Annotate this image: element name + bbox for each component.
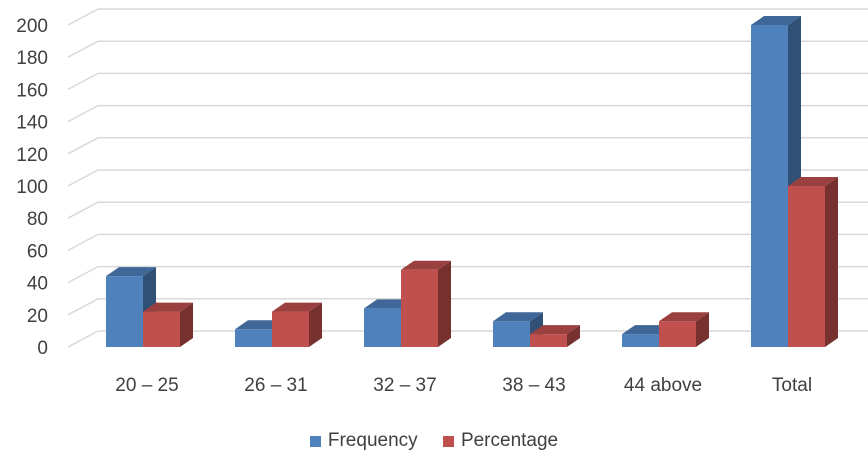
- legend-swatch-percentage: [442, 435, 454, 447]
- bar-percentage-side: [696, 312, 709, 347]
- bar-percentage-side: [825, 177, 838, 347]
- x-tick-label: 38 – 43: [502, 375, 565, 396]
- bar-percentage-top: [788, 177, 838, 186]
- bar-percentage-side: [180, 302, 193, 347]
- legend-label-percentage: Percentage: [460, 430, 559, 451]
- x-axis-tick-labels: 20 – 25 26 – 31 32 – 37 38 – 43 44 above Tota…: [115, 375, 812, 396]
- gridline-depth: [67, 298, 99, 316]
- bar-frequency-front: [364, 308, 401, 347]
- legend-item-frequency: Frequency: [309, 430, 418, 452]
- y-tick-label: 140: [16, 113, 48, 134]
- bar-percentage-front: [401, 269, 438, 347]
- gridline-depth: [67, 137, 99, 155]
- y-tick-label: 200: [16, 16, 48, 37]
- y-tick-label: 60: [27, 241, 48, 262]
- gridline-depth: [67, 330, 99, 348]
- gridline-depth: [67, 40, 99, 58]
- bar-frequency-front: [493, 321, 530, 347]
- bar-percentage-front: [788, 186, 825, 347]
- gridline-depth: [67, 104, 99, 123]
- x-tick-label: 20 – 25: [115, 375, 178, 396]
- bar-frequency-front: [751, 25, 788, 347]
- gridline-depth: [67, 201, 99, 219]
- y-tick-label: 120: [16, 145, 48, 166]
- bar-percentage-side: [567, 325, 580, 347]
- bar-percentage-front: [272, 311, 309, 347]
- bar-percentage-side: [438, 260, 451, 347]
- y-tick-label: 80: [27, 209, 48, 230]
- bars: [106, 16, 838, 347]
- bar-frequency-front: [622, 334, 659, 347]
- legend: Frequency Percentage: [0, 430, 868, 453]
- legend-swatch-frequency: [309, 435, 321, 447]
- bar-percentage-top: [143, 302, 193, 312]
- bar-percentage-top: [659, 312, 709, 322]
- gridline-depth: [67, 233, 99, 252]
- gridline-depth: [67, 8, 99, 26]
- y-tick-label: 20: [27, 306, 48, 327]
- bar-percentage-top: [401, 260, 451, 270]
- bar-percentage-top: [272, 302, 322, 312]
- y-tick-label: 100: [16, 177, 48, 198]
- y-axis-tick-labels: 0 20 40 60 80 100 120 140 160 180 200: [16, 16, 48, 359]
- x-tick-label: 44 above: [624, 375, 702, 396]
- bar-frequency-front: [106, 276, 143, 347]
- bar-percentage-side: [309, 302, 322, 347]
- gridline-depth: [67, 72, 99, 91]
- legend-item-percentage: Percentage: [442, 430, 559, 452]
- y-tick-label: 40: [27, 274, 48, 295]
- y-tick-label: 0: [37, 338, 48, 359]
- bar-percentage-top: [530, 325, 580, 335]
- bar-frequency-top: [106, 267, 156, 277]
- gridline-depth: [67, 169, 99, 187]
- y-tick-label: 160: [16, 80, 48, 101]
- bar-percentage-front: [659, 321, 696, 347]
- bar-percentage-front: [530, 334, 567, 347]
- legend-label-frequency: Frequency: [327, 430, 418, 451]
- x-tick-label: 32 – 37: [373, 375, 436, 396]
- gridlines: [67, 8, 868, 348]
- bar-percentage-front: [143, 311, 180, 347]
- bar-frequency-front: [235, 329, 272, 347]
- x-tick-label: 26 – 31: [244, 375, 307, 396]
- bar-frequency-top: [751, 16, 801, 25]
- bar-frequency-top: [493, 312, 543, 322]
- gridline-depth: [67, 265, 99, 284]
- x-tick-label: Total: [772, 375, 812, 396]
- y-tick-label: 180: [16, 48, 48, 69]
